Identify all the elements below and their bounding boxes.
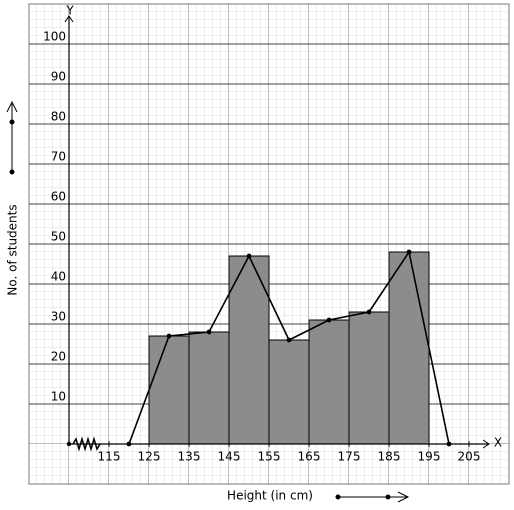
polygon-point: [166, 333, 172, 339]
plot-area: 10 20 30 40 50 60 70 80 90 100 115 125 135 145 155 165 1…: [29, 15, 509, 464]
polygon-point: [446, 441, 452, 447]
bar: [228, 255, 270, 445]
y-tick-label: 30: [51, 310, 66, 324]
y-tick-label: 90: [51, 70, 66, 84]
y-arrow: [64, 15, 74, 23]
origin-dot: [66, 441, 72, 447]
scale-arrow-left: [6, 100, 18, 175]
bar: [268, 339, 310, 445]
polygon-point: [366, 309, 372, 315]
x-tick-label: 115: [98, 450, 121, 464]
x-tick-label: 135: [178, 450, 201, 464]
bar: [348, 311, 390, 445]
y-axis-name: Y: [65, 4, 74, 18]
y-tick-label: 50: [51, 230, 66, 244]
polygon-point: [206, 329, 212, 335]
scale-arrow-bottom: [335, 491, 410, 503]
bar: [148, 335, 190, 445]
axis-break: [72, 436, 101, 452]
y-tick-label: 100: [43, 30, 66, 44]
y-axis-label: No. of students: [6, 204, 20, 295]
x-tick-label: 185: [378, 450, 401, 464]
x-tick-label: 155: [258, 450, 281, 464]
bar: [308, 319, 350, 445]
x-tick-label: 165: [298, 450, 321, 464]
y-tick-label: 10: [51, 390, 66, 404]
x-tick-label: 125: [138, 450, 161, 464]
polygon-point: [406, 249, 412, 255]
polygon-point: [286, 337, 292, 343]
y-tick-label: 80: [51, 110, 66, 124]
x-tick-label: 145: [218, 450, 241, 464]
x-axis-label: Height (in cm): [227, 489, 313, 503]
polygon-point: [326, 317, 332, 323]
y-tick-label: 20: [51, 350, 66, 364]
y-tick-label: 60: [51, 190, 66, 204]
polygon-point: [126, 441, 132, 447]
bar: [388, 251, 430, 445]
x-arrow: [482, 439, 490, 449]
y-tick-label: 40: [51, 270, 66, 284]
y-tick-label: 70: [51, 150, 66, 164]
x-tick-label: 195: [418, 450, 441, 464]
x-tick-label: 175: [338, 450, 361, 464]
polygon-point: [246, 253, 252, 259]
bar: [188, 331, 230, 445]
x-axis-name: X: [494, 436, 502, 450]
x-tick-label: 205: [458, 450, 481, 464]
